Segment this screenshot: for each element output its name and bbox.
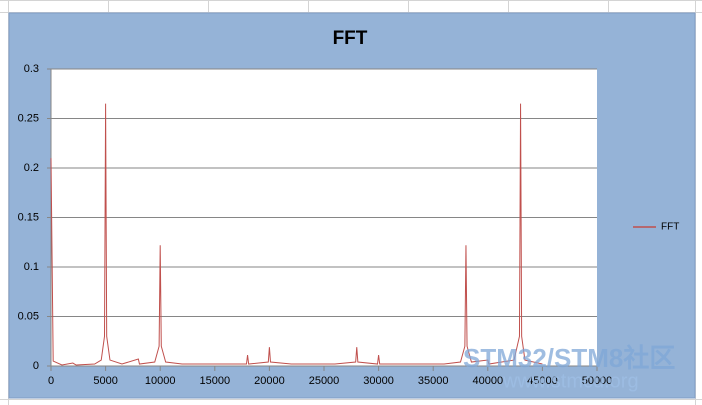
x-tick-label: 20000	[254, 375, 285, 387]
x-tick-label: 5000	[93, 375, 117, 387]
y-tick-label: 0.15	[18, 211, 39, 223]
line-series	[50, 103, 543, 366]
chart-title: FFT	[333, 28, 368, 49]
y-tick-label: 0.3	[24, 63, 39, 75]
legend-label: FFT	[661, 222, 679, 233]
x-tick-label: 30000	[363, 375, 394, 387]
x-tick-label: 10000	[145, 375, 176, 387]
y-tick-label: 0.25	[18, 112, 39, 124]
y-tick-label: 0.2	[24, 162, 39, 174]
y-tick-label: 0	[33, 360, 39, 372]
x-tick-label: 40000	[473, 375, 504, 387]
x-tick-label: 0	[48, 375, 54, 387]
watermark: STM32/STM8社区	[463, 343, 675, 373]
x-tick-label: 45000	[527, 375, 558, 387]
x-tick-label: 35000	[418, 375, 449, 387]
y-tick-label: 0.1	[24, 261, 39, 273]
x-tick-label: 50000	[582, 375, 613, 387]
y-tick-label: 0.05	[18, 310, 39, 322]
x-tick-label: 25000	[309, 375, 340, 387]
watermark: www.stmcu.org	[502, 370, 639, 392]
x-tick-label: 15000	[200, 375, 231, 387]
